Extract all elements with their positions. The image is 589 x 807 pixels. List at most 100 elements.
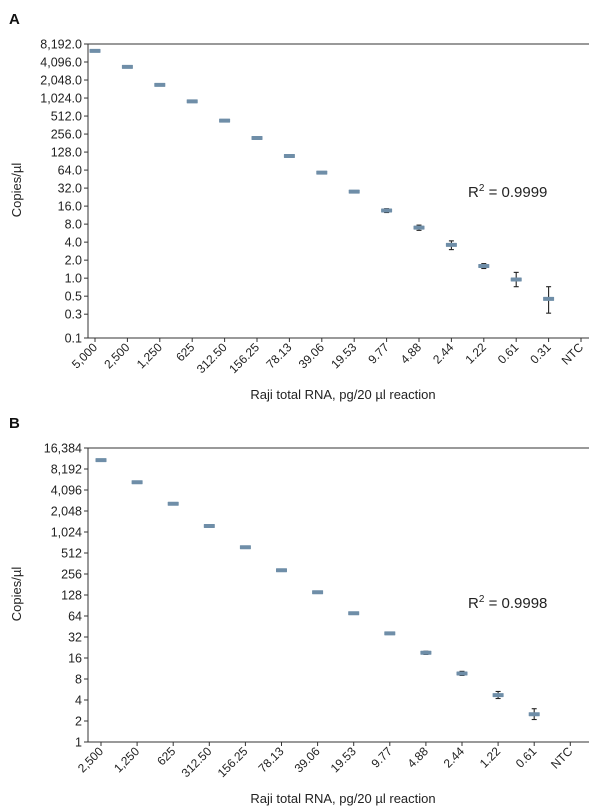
panel-a-label: A xyxy=(9,11,20,28)
panel-b-r2-value: = 0.9998 xyxy=(484,595,547,612)
panel-b-y-tick-label: 1 xyxy=(75,735,82,749)
panel-b-x-tick-label: 312.50 xyxy=(179,744,215,780)
panel-b-y-tick-label: 512 xyxy=(61,546,82,560)
panel-a-y-tick-label: 32.0 xyxy=(58,181,82,195)
panel-b-x-tick-label: 9.77 xyxy=(369,744,396,771)
panel-b-x-tick-label: 156.25 xyxy=(215,744,251,780)
panel-b-x-tick-label: 1,250 xyxy=(111,744,142,775)
panel-a-data-point xyxy=(121,64,133,69)
panel-a-x-tick-label: 9.77 xyxy=(365,340,392,367)
panel-b-x-tick-label: 4.88 xyxy=(405,744,432,771)
panel-a-data-point xyxy=(543,296,555,301)
panel-a-x-tick-label: 625 xyxy=(173,340,197,364)
panel-a-y-tick-label: 4,096.0 xyxy=(40,55,82,69)
panel-a-y-tick-label: 512.0 xyxy=(51,109,82,123)
panel-a-data-point xyxy=(478,263,490,268)
panel-a-x-tick-label: 39.06 xyxy=(296,340,327,371)
panel-b-x-tick-label: 625 xyxy=(154,744,178,768)
panel-a-y-tick-label: 64.0 xyxy=(58,163,82,177)
panel-b-x-tick-label: 0.61 xyxy=(513,744,540,771)
panel-a-data-point xyxy=(154,82,166,87)
panel-a-data-point xyxy=(413,225,425,230)
panel-a-x-tick-label: 312.50 xyxy=(194,340,230,376)
panel-b-data-point xyxy=(420,650,432,655)
panel-a-data-point xyxy=(89,48,101,53)
panel-a-y-tick-label: 4.0 xyxy=(65,235,82,249)
panel-a-data-point xyxy=(186,99,198,104)
panel-a-x-tick-label: NTC xyxy=(559,340,587,368)
panel-b-x-axis-title: Raji total RNA, pg/20 µl reaction xyxy=(250,791,435,806)
panel-a-y-tick-label: 8,192.0 xyxy=(40,37,82,51)
panel-a-chart: A Copies/µl Raji total RNA, pg/20 µl rea… xyxy=(9,11,589,402)
panel-b-data-point xyxy=(276,568,287,573)
panel-b-r2-prefix: R xyxy=(468,595,479,612)
panel-b-y-axis-title: Copies/µl xyxy=(9,567,24,622)
panel-b-data-point xyxy=(167,501,179,506)
panel-a-x-tick-label: 19.53 xyxy=(328,340,359,371)
panel-b-y-tick-label: 4 xyxy=(75,693,82,707)
panel-a-data-point xyxy=(251,136,263,141)
panel-a-data-point xyxy=(219,118,231,123)
panel-b-r2-superscript: 2 xyxy=(479,594,485,605)
panel-b-y-tick-label: 8 xyxy=(75,672,82,686)
panel-b-data-point xyxy=(131,480,143,485)
panel-b-y-tick-label: 2 xyxy=(75,714,82,728)
panel-b-y-tick-label: 2,048 xyxy=(51,504,82,518)
panel-a-y-tick-label: 2.0 xyxy=(65,253,82,267)
panel-b-y-tick-label: 1,024 xyxy=(51,525,82,539)
panel-b-y-tick-label: 8,192 xyxy=(51,462,82,476)
panel-a-y-tick-label: 0.1 xyxy=(65,331,82,345)
panel-b-x-tick-label: 19.53 xyxy=(328,744,359,775)
panel-a-x-tick-label: 1,250 xyxy=(134,340,165,371)
panel-b-y-tick-label: 16,384 xyxy=(44,441,82,455)
panel-a-data-point xyxy=(348,189,360,194)
panel-a-data-point xyxy=(510,277,522,282)
panel-a-x-tick-label: 1.22 xyxy=(463,340,490,367)
panel-b-x-tick-label: 78.13 xyxy=(255,744,286,775)
panel-b-x-tick-label: 39.06 xyxy=(292,744,323,775)
panel-b-x-tick-label: NTC xyxy=(548,744,576,772)
panel-b-data-point xyxy=(456,671,468,676)
panel-a-data-point xyxy=(381,208,393,213)
panel-b-data-point xyxy=(492,693,504,698)
panel-b-chart: B Copies/µl Raji total RNA, pg/20 µl rea… xyxy=(9,415,589,806)
panel-a-data-point xyxy=(316,170,328,175)
panel-a-x-tick-label: 2.44 xyxy=(430,340,457,367)
panel-a-y-tick-label: 128.0 xyxy=(51,145,82,159)
panel-b-r-squared-label: R2 = 0.9998 xyxy=(468,594,547,612)
panel-a-y-tick-label: 2,048.0 xyxy=(40,73,82,87)
panel-b-data-point xyxy=(239,545,251,550)
panel-b-data-point xyxy=(312,590,324,595)
panel-b-data-point xyxy=(348,611,360,616)
panel-a-y-tick-label: 1.0 xyxy=(65,271,82,285)
panel-a-x-tick-label: 2,500 xyxy=(101,340,132,371)
panel-a-x-tick-label: 0.61 xyxy=(495,340,522,367)
panel-b-data-point xyxy=(384,631,396,636)
panel-a-y-tick-label: 8.0 xyxy=(65,217,82,231)
panel-b-x-tick-label: 2.44 xyxy=(441,744,468,771)
panel-b-data-point xyxy=(203,523,215,528)
panel-a-x-axis-title: Raji total RNA, pg/20 µl reaction xyxy=(250,387,435,402)
panel-a-x-tick-label: 78.13 xyxy=(263,340,294,371)
panel-b-y-tick-label: 32 xyxy=(68,630,82,644)
panel-b-y-tick-label: 128 xyxy=(61,588,82,602)
panel-a-r-squared-label: R2 = 0.9999 xyxy=(468,183,547,201)
panel-a-y-tick-label: 0.5 xyxy=(65,289,82,303)
panel-a-x-tick-label: 0.31 xyxy=(527,340,554,367)
panel-a-y-tick-label: 256.0 xyxy=(51,127,82,141)
panel-b-x-tick-label: 1.22 xyxy=(477,744,504,771)
panel-b-data-point xyxy=(95,458,107,463)
panel-b-y-tick-label: 4,096 xyxy=(51,483,82,497)
panel-a-r2-superscript: 2 xyxy=(479,183,485,194)
panel-a-data-point xyxy=(445,242,457,247)
panel-a-y-tick-label: 1,024.0 xyxy=(40,91,82,105)
panel-b-label: B xyxy=(9,415,20,432)
panel-a-x-tick-label: 4.88 xyxy=(398,340,425,367)
panel-a-y-tick-label: 0.3 xyxy=(65,307,82,321)
panel-b-data-point xyxy=(528,712,540,717)
panel-a-y-tick-label: 16.0 xyxy=(58,199,82,213)
panel-a-x-tick-label: 156.25 xyxy=(226,340,262,376)
panel-a-r2-prefix: R xyxy=(468,184,479,201)
panel-b-y-tick-label: 64 xyxy=(68,609,82,623)
